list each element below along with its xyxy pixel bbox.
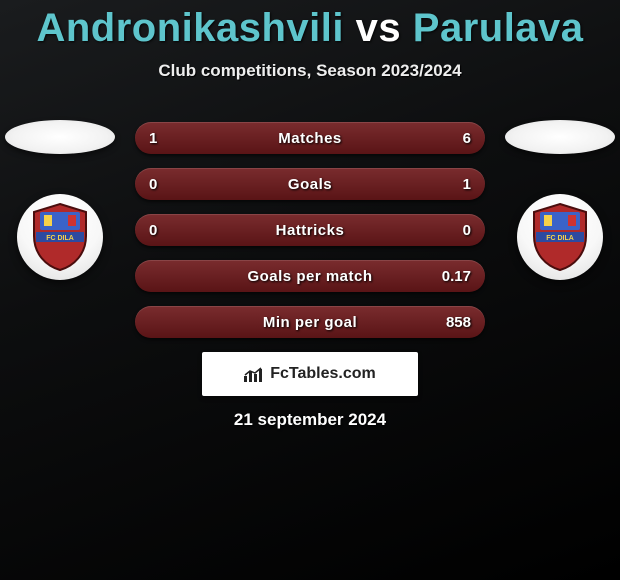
stat-label: Min per goal bbox=[263, 314, 357, 331]
page-title: Andronikashvili vs Parulava bbox=[0, 0, 620, 51]
stat-label: Goals bbox=[288, 176, 332, 193]
right-player-column: FC DILA bbox=[500, 120, 620, 280]
subtitle: Club competitions, Season 2023/2024 bbox=[0, 61, 620, 81]
source-label: FcTables.com bbox=[270, 365, 376, 383]
stat-right-value: 858 bbox=[435, 314, 471, 331]
stat-row: 1 Matches 6 bbox=[135, 122, 485, 154]
badge-text: FC DILA bbox=[546, 235, 574, 242]
shield-icon: FC DILA bbox=[530, 202, 590, 272]
comparison-card: Andronikashvili vs Parulava Club competi… bbox=[0, 0, 620, 580]
stat-left-value: 0 bbox=[149, 222, 185, 239]
stat-right-value: 0 bbox=[435, 222, 471, 239]
stat-bars: 1 Matches 6 0 Goals 1 0 Hattricks 0 Goal… bbox=[135, 122, 485, 338]
source-link[interactable]: FcTables.com bbox=[202, 352, 418, 396]
badge-text: FC DILA bbox=[46, 235, 74, 242]
shield-icon: FC DILA bbox=[30, 202, 90, 272]
stat-label: Hattricks bbox=[276, 222, 345, 239]
stat-right-value: 1 bbox=[435, 176, 471, 193]
stat-row: 0 Hattricks 0 bbox=[135, 214, 485, 246]
stat-left-value: 1 bbox=[149, 130, 185, 147]
player1-team-badge: FC DILA bbox=[17, 194, 103, 280]
stat-right-value: 0.17 bbox=[435, 268, 471, 285]
player2-team-badge: FC DILA bbox=[517, 194, 603, 280]
stat-row: Min per goal 858 bbox=[135, 306, 485, 338]
vs-label: vs bbox=[356, 6, 402, 50]
stat-right-value: 6 bbox=[435, 130, 471, 147]
stat-label: Matches bbox=[278, 130, 342, 147]
stat-label: Goals per match bbox=[247, 268, 372, 285]
stat-row: 0 Goals 1 bbox=[135, 168, 485, 200]
stat-row: Goals per match 0.17 bbox=[135, 260, 485, 292]
date-label: 21 september 2024 bbox=[0, 410, 620, 430]
chart-icon bbox=[244, 366, 264, 382]
player1-name: Andronikashvili bbox=[36, 6, 344, 50]
player2-photo-placeholder bbox=[505, 120, 615, 154]
stat-left-value: 0 bbox=[149, 176, 185, 193]
player2-name: Parulava bbox=[413, 6, 584, 50]
left-player-column: FC DILA bbox=[0, 120, 120, 280]
player1-photo-placeholder bbox=[5, 120, 115, 154]
